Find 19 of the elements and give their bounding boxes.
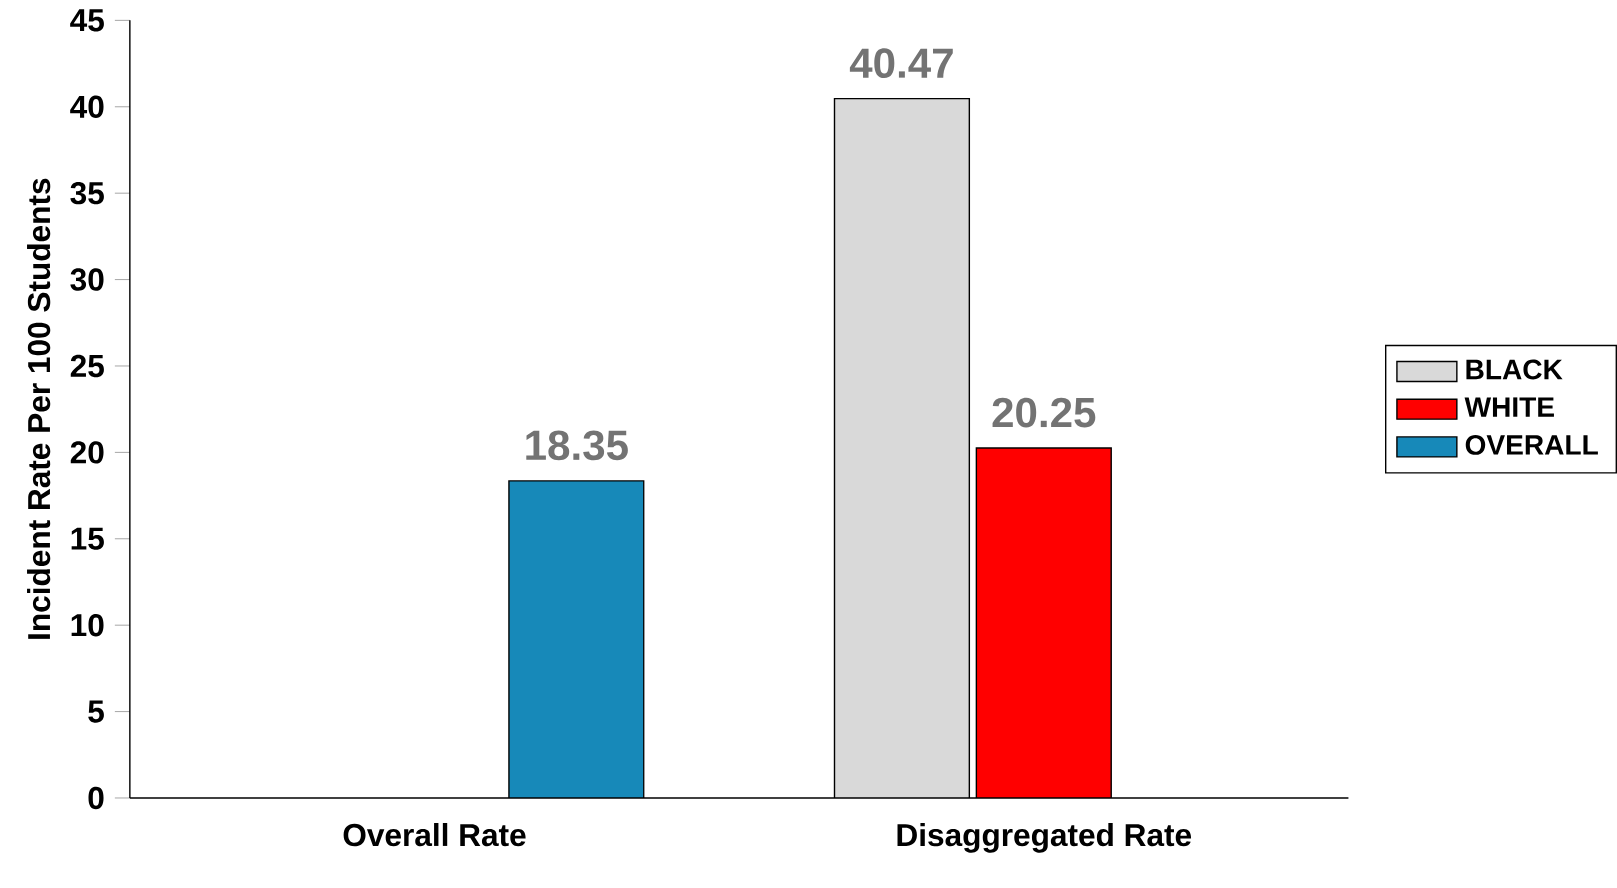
y-tick-label: 30 xyxy=(70,268,104,291)
legend-label: OVERALL xyxy=(1465,435,1598,455)
x-tick-label: Overall Rate xyxy=(343,823,526,847)
y-tick-label: 5 xyxy=(88,700,104,723)
y-tick-label: 40 xyxy=(70,95,104,119)
y-tick-label: 15 xyxy=(71,527,104,550)
y-tick-label: 0 xyxy=(88,786,104,810)
y-tick-label: 10 xyxy=(71,614,104,637)
y-tick-label: 35 xyxy=(70,182,104,205)
y-tick-label: 20 xyxy=(70,441,104,464)
y-tick-label: 25 xyxy=(70,354,104,378)
data-label: 20.25 xyxy=(992,397,1096,428)
y-tick-label: 45 xyxy=(70,9,104,32)
data-label: 40.47 xyxy=(849,48,953,79)
x-tick-label: Disaggregated Rate xyxy=(897,823,1192,853)
legend-label: BLACK xyxy=(1466,359,1563,380)
y-axis-title: Incident Rate Per 100 Students xyxy=(27,178,51,639)
data-label: 18.35 xyxy=(526,430,628,461)
legend-label: WHITE xyxy=(1464,397,1554,417)
